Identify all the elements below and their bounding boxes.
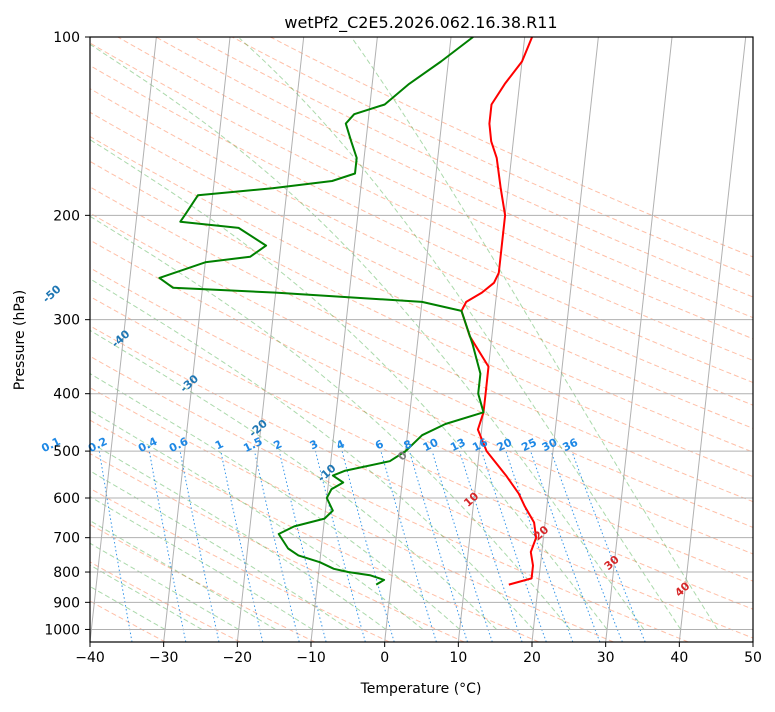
moist-adiabat [90,520,276,630]
mixing-ratio-label: 16 [470,436,490,455]
isotherm [90,37,157,642]
mixing-ratio-line [505,450,574,642]
dry-adiabat [90,111,753,429]
y-tick-label: 700 [53,531,80,547]
moist-adiabat [90,470,350,630]
dry-adiabat [90,212,753,528]
y-tick-label: 1000 [44,622,80,638]
x-tick-label: −10 [296,650,326,666]
y-tick-label: 500 [53,444,80,460]
moist-adiabat [90,441,387,630]
x-tick-label: 50 [744,650,762,666]
mixing-ratio-line [179,451,220,642]
axis-ticks: −40 −30 −20 −10 0 10 20 30 40 50 100 200 300 400 500 60… [44,30,762,666]
dry-adiabat [90,65,753,384]
x-tick-label: 30 [597,650,615,666]
dewpoint-profile [158,37,485,586]
grid-lines [90,37,753,642]
mixing-ratio-line [220,450,264,642]
y-tick-label: 200 [53,208,80,224]
moist-adiabat [90,139,608,630]
mixing-ratio-label: 36 [561,436,581,455]
y-tick-label: 100 [53,30,80,46]
x-tick-label: −20 [223,650,253,666]
isotherm [457,37,526,642]
mixing-ratio-label: 20 [495,436,515,455]
mixing-ratio-line [481,450,547,642]
dry-adiabat [90,487,390,642]
mixing-ratio-label: 25 [519,436,538,454]
dry-adiabat [90,42,753,361]
y-tick-label: 300 [53,313,80,329]
x-tick-label: 20 [523,650,541,666]
y-axis-label: Pressure (hPa) [12,290,28,390]
chart-title: wetPf2_C2E5.2026.062.16.38.R11 [284,13,557,33]
moist-adiabat [351,38,718,630]
plot-frame [89,36,754,643]
mixing-ratio-line [431,450,493,642]
dry-adiabat [231,37,753,278]
dry-adiabat [90,453,465,642]
dry-adiabat [90,239,753,555]
y-tick-label: 800 [53,565,80,581]
mixing-ratio-line [530,450,601,642]
dry-adiabat [90,267,753,582]
series-group [158,37,538,586]
x-tick-label: 40 [670,650,688,666]
y-tick-label: 900 [53,595,80,611]
dry-adiabat [90,135,753,453]
isotherm [163,37,231,642]
moist-adiabat [90,278,534,630]
mixing-ratio-line [550,450,623,642]
isotherm [531,37,599,642]
x-axis-label: Temperature (°C) [360,681,482,697]
dry-adiabat [90,325,753,639]
x-tick-label: −30 [149,650,179,666]
isotherm [236,37,305,642]
isotherm [310,37,378,642]
x-tick-label: 10 [449,650,467,666]
dry-adiabat [90,419,540,642]
isotherm [678,37,747,642]
mixing-ratio-line [380,450,437,642]
moist-adiabat [239,38,682,630]
dry-adiabat [90,160,753,478]
x-tick-label: −40 [75,650,105,666]
dry-adiabat [155,37,753,319]
mixing-ratio-line [254,450,300,642]
isotherm [605,37,673,642]
y-tick-label: 600 [53,491,80,507]
mixing-ratio-line [315,450,366,642]
x-tick-label: 0 [380,650,389,666]
mixing-ratio-line [459,450,523,642]
mixing-ratio-label: 13 [448,436,467,454]
moist-adiabat [90,329,497,630]
dry-adiabat [90,523,315,642]
isotherm [384,37,452,642]
y-tick-label: 400 [53,387,80,403]
mixing-ratio-label: 10 [421,436,441,455]
moist-adiabat [90,43,645,630]
mixing-ratio-line [278,450,327,642]
mixing-ratio-line [409,450,468,642]
dry-adiabat [193,37,753,298]
mixing-ratio-label: 30 [540,436,560,455]
